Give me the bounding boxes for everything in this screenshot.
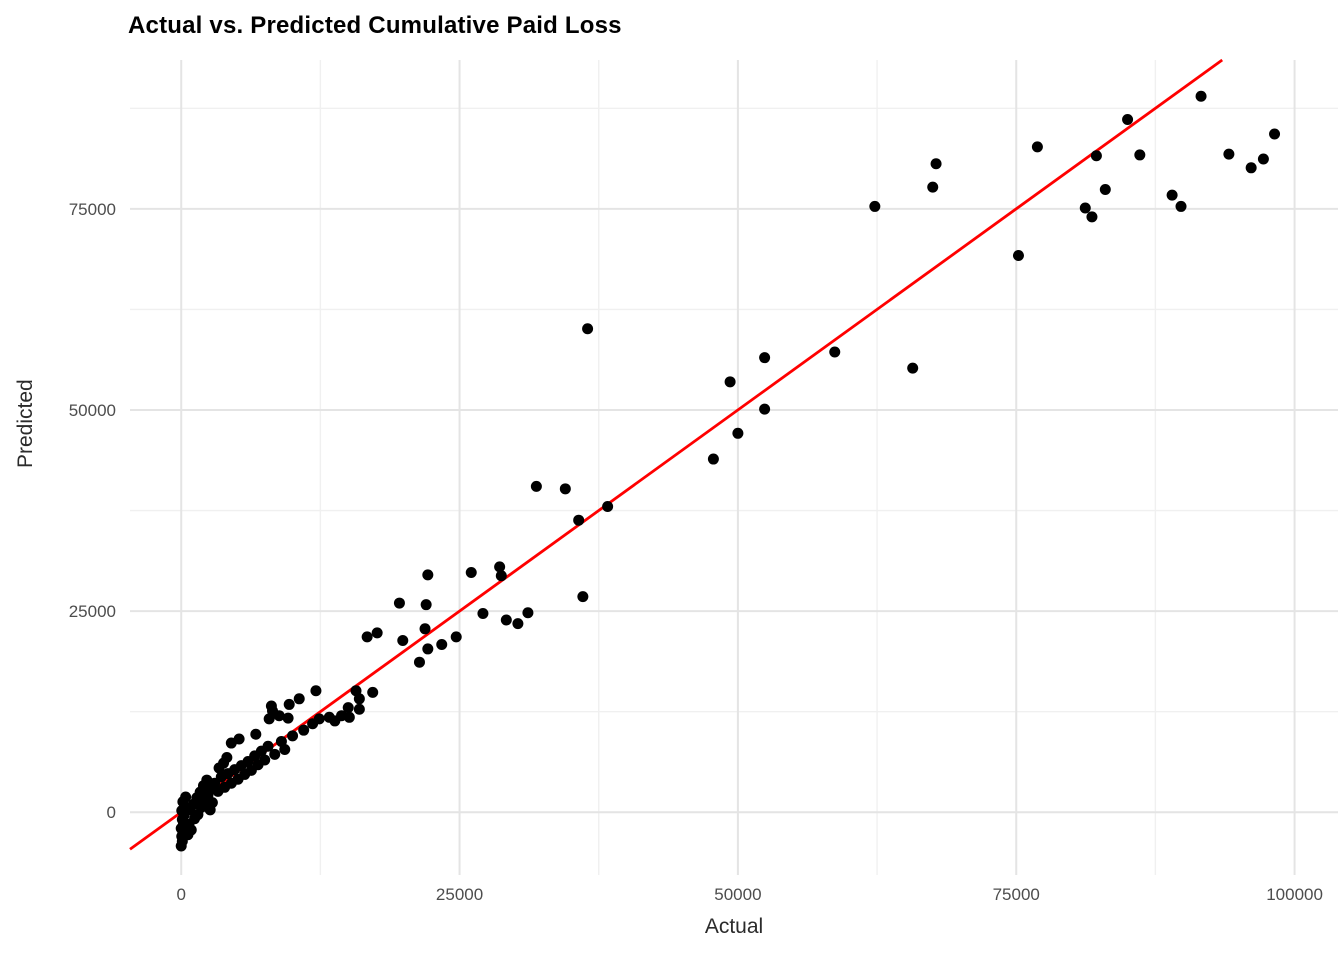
data-point: [1012, 250, 1024, 262]
x-tick-label: 100000: [1266, 885, 1323, 904]
x-tick-label: 25000: [436, 885, 483, 904]
y-tick-label: 25000: [69, 602, 116, 621]
data-point: [500, 614, 512, 626]
data-point: [577, 591, 589, 603]
data-point: [310, 685, 322, 697]
x-tick-label: 75000: [993, 885, 1040, 904]
data-point: [262, 740, 274, 752]
data-point: [343, 711, 355, 723]
data-point: [930, 158, 942, 170]
data-point: [287, 730, 299, 742]
data-point: [602, 501, 614, 513]
data-point: [512, 618, 524, 630]
y-tick-label: 0: [107, 803, 116, 822]
data-point: [573, 514, 585, 526]
data-point: [1166, 189, 1178, 201]
data-point: [869, 200, 881, 212]
data-point: [522, 607, 534, 619]
data-point: [1099, 184, 1111, 196]
data-point: [1245, 162, 1257, 174]
data-point: [829, 346, 841, 358]
x-tick-label: 50000: [714, 885, 761, 904]
data-point: [465, 566, 477, 578]
data-point: [436, 638, 448, 650]
data-point: [273, 710, 285, 722]
data-point: [1090, 150, 1102, 162]
data-point: [1257, 153, 1269, 165]
x-axis-title: Actual: [704, 915, 764, 938]
data-point: [1269, 128, 1281, 140]
data-point: [1223, 148, 1235, 160]
data-point: [353, 693, 365, 705]
data-point: [413, 656, 425, 668]
data-point: [397, 634, 409, 646]
data-point: [732, 427, 744, 439]
data-point: [371, 627, 383, 639]
data-point: [907, 362, 919, 374]
data-point: [221, 752, 233, 764]
y-axis-title: Predicted: [14, 379, 37, 468]
data-point: [313, 713, 325, 725]
data-point: [283, 698, 295, 710]
data-point: [724, 376, 736, 388]
identity-reference-line: [129, 58, 1224, 851]
data-point: [1134, 149, 1146, 161]
data-point: [1122, 114, 1134, 126]
data-point: [477, 608, 489, 620]
data-point: [450, 631, 462, 643]
data-point: [707, 453, 719, 465]
data-point: [759, 352, 771, 364]
data-point: [201, 774, 213, 786]
data-point: [269, 748, 281, 760]
data-point: [250, 728, 262, 740]
y-tick-label: 50000: [69, 401, 116, 420]
data-point: [759, 403, 771, 415]
data-point: [342, 702, 354, 714]
data-point: [1195, 90, 1207, 102]
data-point: [353, 703, 365, 715]
chart-title: Actual vs. Predicted Cumulative Paid Los…: [128, 12, 622, 39]
data-point: [204, 804, 216, 816]
data-point: [422, 643, 434, 655]
data-point: [559, 483, 571, 495]
data-point: [233, 733, 245, 745]
data-point: [582, 323, 594, 335]
x-tick-label: 0: [176, 885, 185, 904]
data-point: [494, 561, 506, 573]
data-point: [279, 743, 291, 755]
data-point: [419, 623, 431, 635]
data-point: [1175, 200, 1187, 212]
data-point: [259, 754, 271, 766]
data-point: [393, 597, 405, 609]
data-point: [180, 791, 192, 803]
data-point: [367, 686, 379, 698]
data-point: [282, 712, 294, 724]
data-point: [420, 599, 432, 611]
data-point: [1086, 211, 1098, 223]
data-point: [293, 693, 305, 705]
y-tick-label: 75000: [69, 200, 116, 219]
data-point: [495, 570, 507, 582]
data-point: [530, 480, 542, 492]
data-point: [361, 631, 373, 643]
data-point: [927, 181, 939, 193]
data-point: [298, 724, 310, 736]
data-point: [1031, 141, 1043, 153]
data-point: [1079, 202, 1091, 214]
data-point: [422, 569, 434, 581]
